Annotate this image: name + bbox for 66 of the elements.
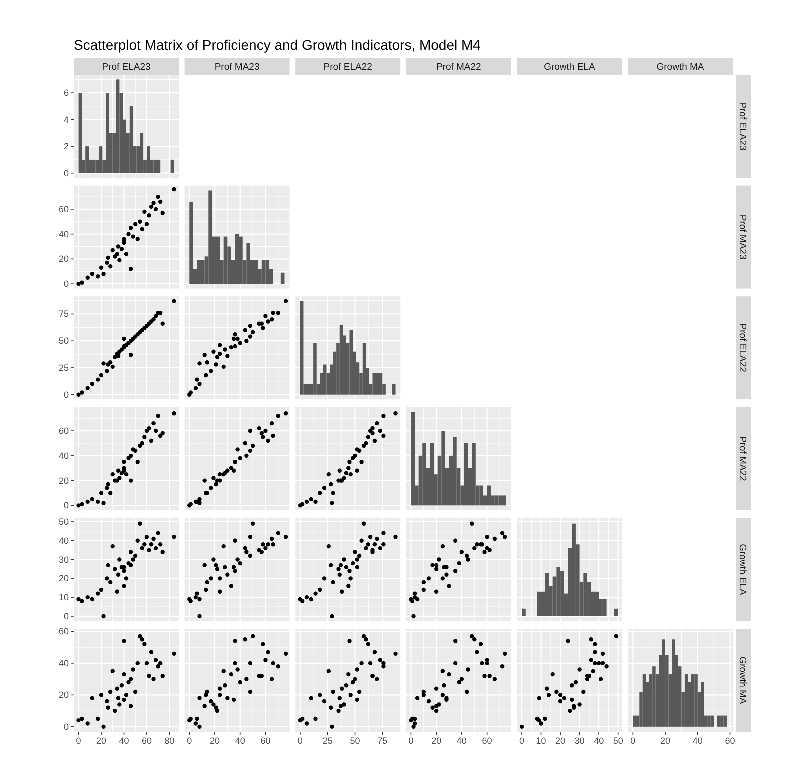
y-tick-label: 0 bbox=[64, 500, 69, 511]
y-tick-label: 0 bbox=[64, 168, 69, 178]
y-tick-label: 20 bbox=[58, 254, 69, 264]
y-tick-label: 0 bbox=[64, 611, 69, 622]
x-tick-label: 20 bbox=[432, 736, 442, 746]
x-tick-label: 40 bbox=[594, 736, 604, 746]
x-tick-label: 60 bbox=[725, 736, 736, 746]
x-tick-label: 10 bbox=[536, 736, 546, 746]
x-tick-label: 60 bbox=[260, 736, 271, 746]
x-tick-label: 50 bbox=[350, 736, 360, 746]
y-tick-label: 40 bbox=[58, 450, 69, 461]
x-tick-label: 0 bbox=[298, 736, 303, 746]
x-tick-label: 40 bbox=[235, 736, 246, 746]
y-axis-title: Growth ELA bbox=[737, 544, 748, 596]
y-tick-label: 10 bbox=[58, 592, 69, 603]
x-tick-label: 0 bbox=[630, 736, 636, 746]
y-tick-label: 60 bbox=[58, 204, 69, 214]
y-tick-label: 0 bbox=[64, 390, 69, 400]
y-tick-label: 60 bbox=[58, 626, 69, 637]
y-tick-label: 50 bbox=[58, 336, 69, 346]
x-tick-label: 0 bbox=[76, 736, 82, 746]
x-axis-title: Prof MA23 bbox=[214, 62, 260, 73]
y-tick-label: 0 bbox=[64, 722, 69, 732]
x-tick-label: 40 bbox=[692, 736, 703, 746]
x-tick-label: 0 bbox=[187, 736, 192, 746]
y-tick-label: 20 bbox=[58, 574, 69, 584]
x-axis-title: Prof ELA22 bbox=[324, 62, 372, 73]
x-tick-label: 75 bbox=[378, 736, 388, 746]
x-tick-label: 60 bbox=[482, 736, 492, 746]
x-axis-title: Growth MA bbox=[656, 62, 705, 73]
y-axis-title: Prof ELA22 bbox=[737, 324, 748, 372]
y-tick-label: 50 bbox=[58, 516, 69, 527]
y-tick-label: 40 bbox=[58, 229, 69, 240]
x-axis-title: Growth ELA bbox=[544, 62, 596, 73]
y-axis-title: Prof MA22 bbox=[737, 436, 748, 482]
x-axis-title: Prof ELA23 bbox=[102, 62, 151, 73]
x-tick-label: 40 bbox=[119, 736, 130, 746]
x-tick-label: 0 bbox=[408, 736, 414, 746]
y-tick-label: 60 bbox=[58, 426, 69, 436]
x-tick-label: 60 bbox=[142, 736, 152, 746]
x-tick-label: 0 bbox=[520, 736, 525, 746]
x-tick-label: 50 bbox=[613, 736, 624, 746]
x-tick-label: 20 bbox=[96, 736, 107, 746]
x-tick-label: 20 bbox=[210, 736, 220, 746]
y-axis-title: Prof MA23 bbox=[737, 214, 748, 260]
y-tick-label: 40 bbox=[58, 536, 69, 546]
y-tick-label: 25 bbox=[58, 362, 69, 373]
y-tick-label: 0 bbox=[64, 279, 69, 290]
text: Scatterplot Matrix of Proficiency and Growth Indicators, Model M4 bbox=[74, 37, 482, 53]
y-tick-label: 6 bbox=[64, 88, 69, 98]
y-tick-label: 2 bbox=[64, 142, 69, 152]
y-tick-label: 30 bbox=[58, 554, 69, 565]
y-axis-title: Prof ELA23 bbox=[737, 102, 748, 151]
y-tick-label: 75 bbox=[58, 309, 69, 320]
y-tick-label: 20 bbox=[58, 690, 69, 700]
x-axis-title: Prof MA22 bbox=[436, 62, 482, 73]
x-tick-label: 20 bbox=[660, 736, 671, 746]
x-tick-label: 25 bbox=[322, 736, 333, 746]
y-tick-label: 40 bbox=[58, 658, 69, 668]
y-tick-label: 4 bbox=[64, 114, 69, 125]
x-tick-label: 80 bbox=[164, 736, 175, 746]
x-tick-label: 30 bbox=[574, 736, 585, 746]
y-tick-label: 20 bbox=[58, 476, 69, 486]
y-axis-title: Growth MA bbox=[737, 656, 748, 705]
x-tick-label: 40 bbox=[456, 736, 467, 746]
x-tick-label: 20 bbox=[556, 736, 566, 746]
